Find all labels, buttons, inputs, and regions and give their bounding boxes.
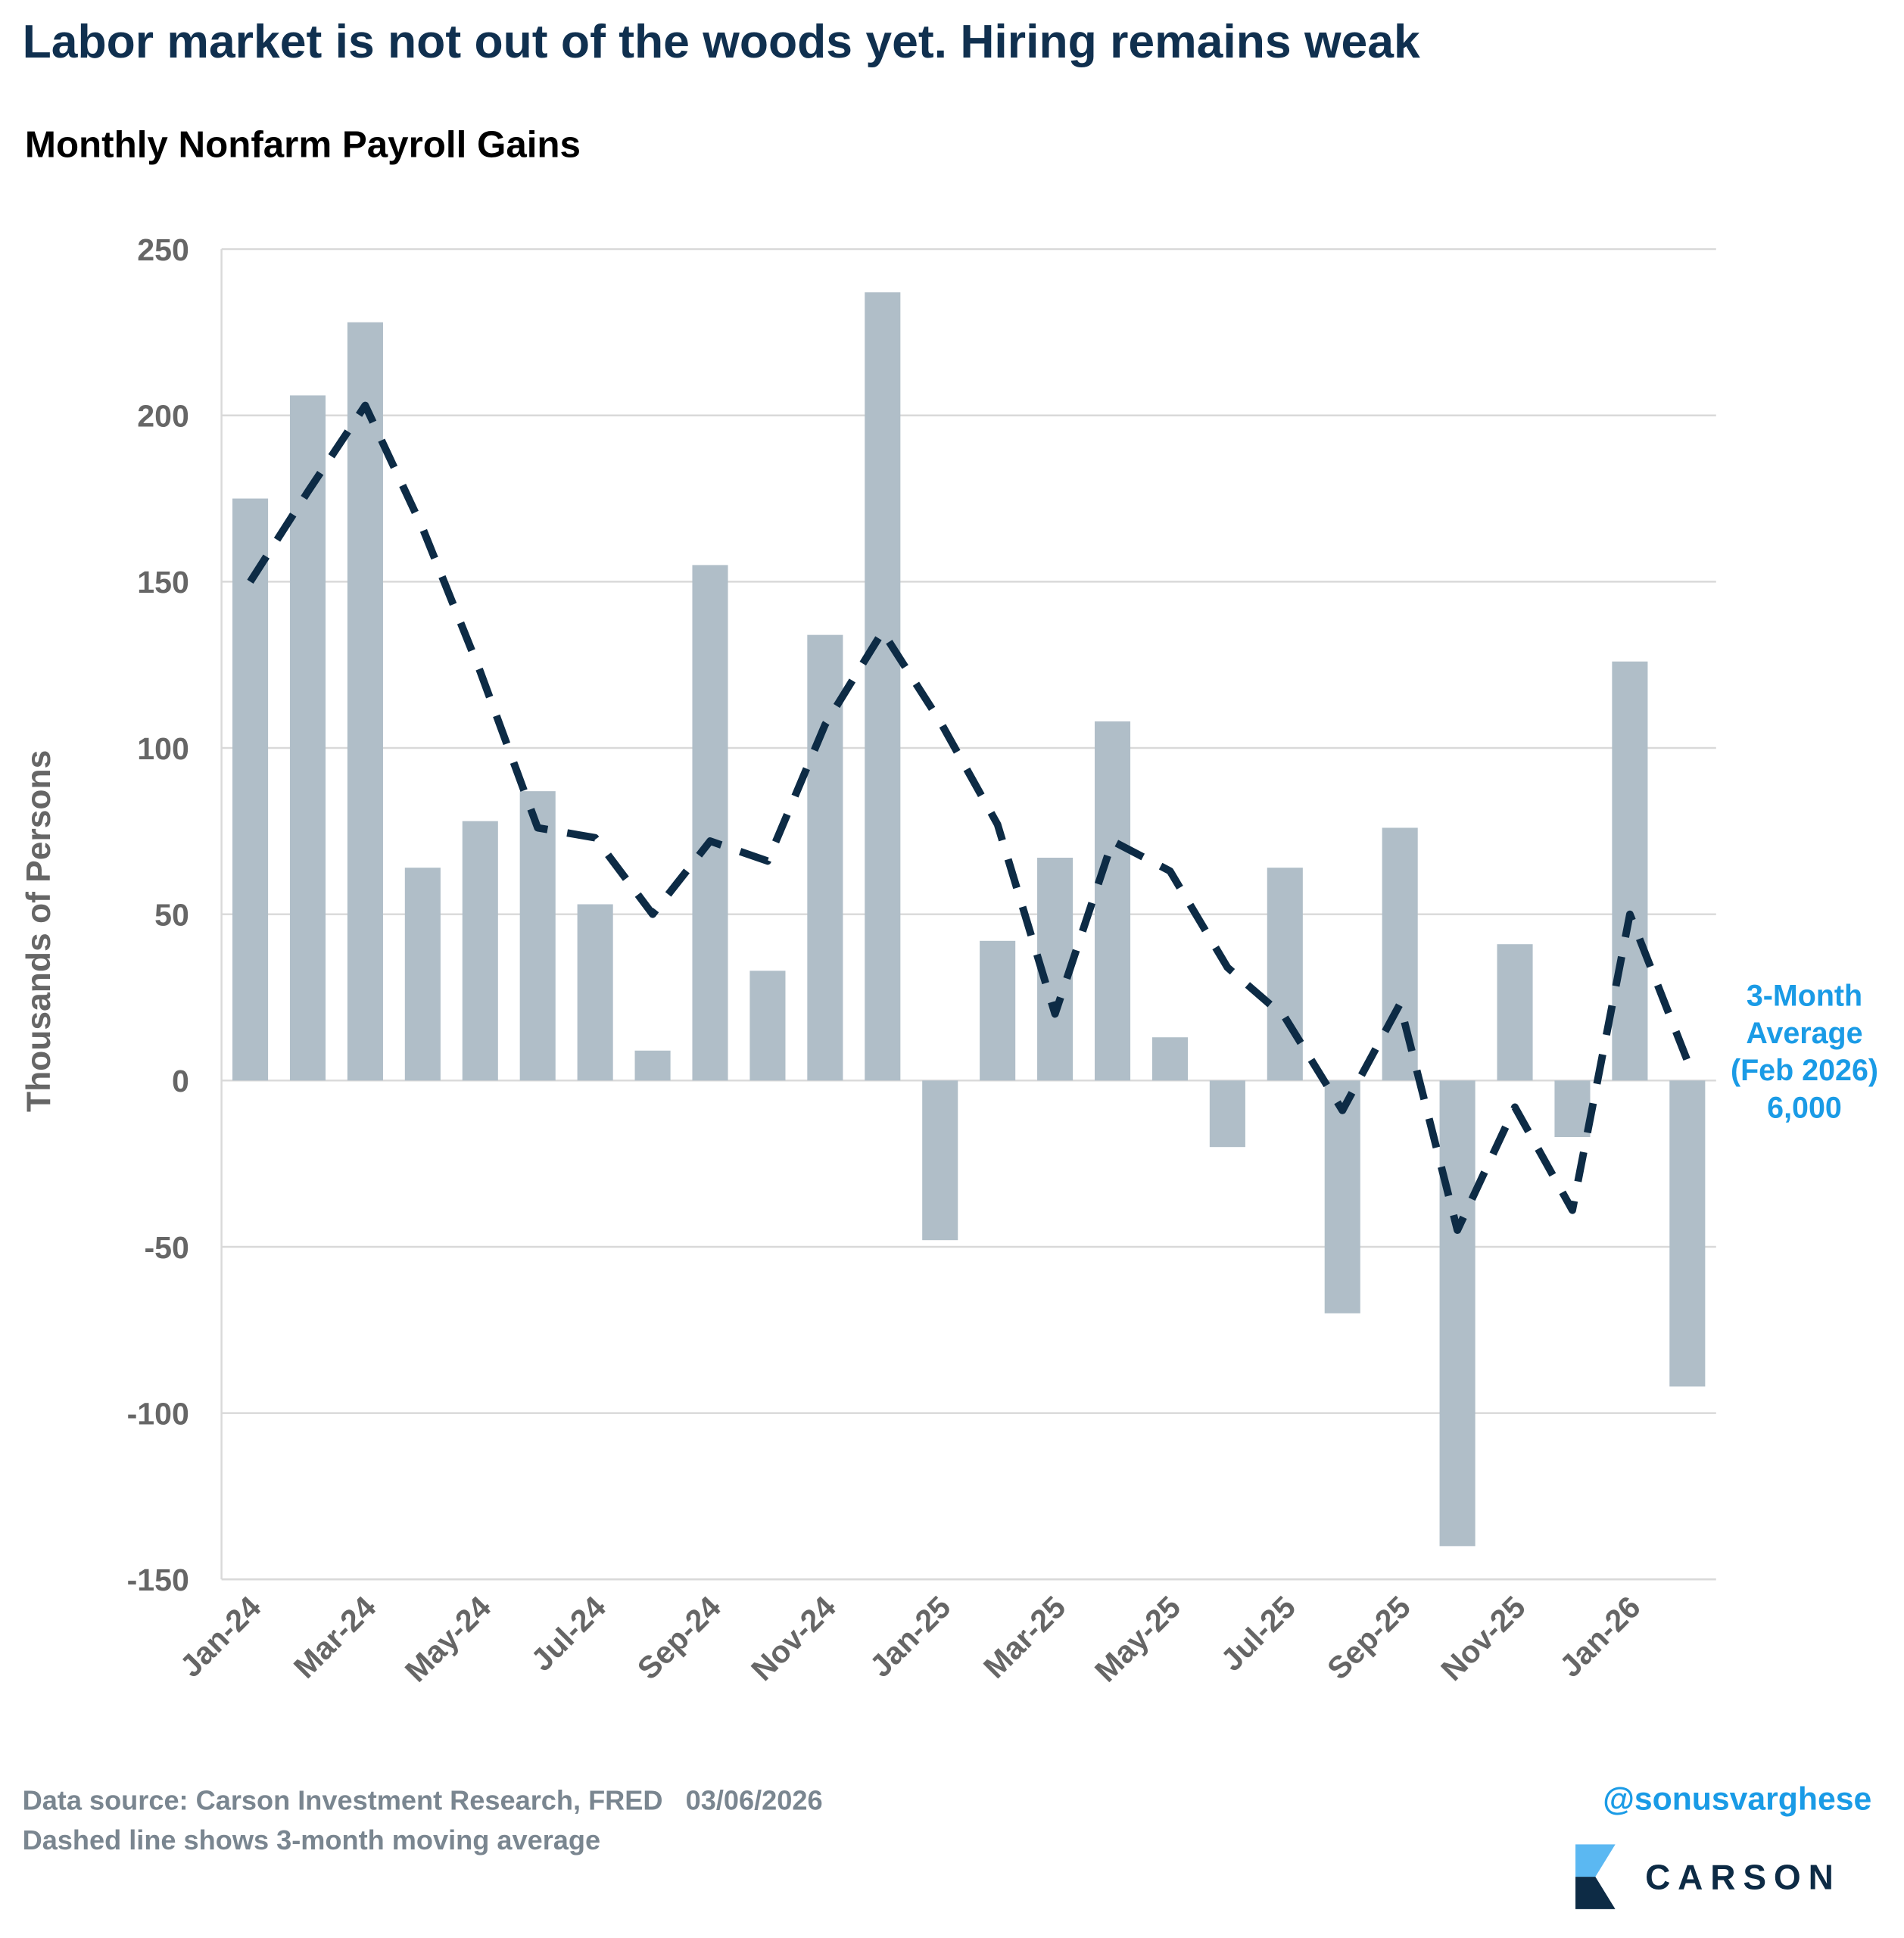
footnote: Data source: Carson Investment Research,…: [23, 1784, 823, 1815]
y-tick-label: 250: [137, 232, 189, 267]
bar: [980, 940, 1016, 1081]
y-axis-title: Thousands of Persons: [20, 750, 58, 1112]
moving-average-line: [247, 401, 1691, 1234]
x-tick-label: Nov-25: [1434, 1590, 1532, 1687]
annotation: 6,000: [1767, 1091, 1842, 1124]
handle: @sonusvarghese: [1603, 1781, 1871, 1817]
x-tick-label: Mar-24: [287, 1589, 382, 1684]
y-tick-label: -50: [144, 1230, 189, 1265]
y-tick-label: 0: [172, 1064, 189, 1098]
bar: [519, 791, 556, 1081]
bar: [232, 498, 269, 1081]
annotation: 3-Month: [1747, 979, 1862, 1012]
bar: [922, 1080, 958, 1241]
x-tick-label: May-24: [398, 1589, 497, 1688]
x-tick-label: Jan-25: [863, 1590, 958, 1684]
chart-title: Labor market is not out of the woods yet…: [23, 15, 1420, 68]
bar: [807, 634, 843, 1081]
brand-name: CARSON: [1645, 1858, 1841, 1897]
x-tick-label: Sep-25: [1320, 1590, 1417, 1687]
bar: [865, 292, 901, 1081]
bar: [462, 821, 498, 1081]
bar: [347, 322, 383, 1081]
annotation: (Feb 2026): [1731, 1054, 1878, 1087]
x-tick-label: Jan-24: [173, 1589, 268, 1684]
bar: [1497, 944, 1533, 1081]
bar: [1439, 1080, 1476, 1547]
logo-shape: [1575, 1877, 1616, 1909]
brand-logo: CARSON: [1575, 1844, 1841, 1909]
y-tick-label: -100: [127, 1396, 189, 1431]
y-tick-label: 50: [154, 897, 189, 932]
bar: [289, 395, 326, 1081]
y-tick-label: -150: [127, 1563, 189, 1597]
footnote: Dashed line shows 3-month moving average: [23, 1824, 600, 1855]
chart-subtitle: Monthly Nonfarm Payroll Gains: [25, 123, 581, 165]
x-tick-label: Mar-25: [977, 1590, 1072, 1685]
bar: [634, 1050, 671, 1081]
bar: [1094, 721, 1131, 1081]
bar: [1209, 1080, 1245, 1148]
x-tick-label: Nov-24: [744, 1589, 842, 1687]
annotation: Average: [1746, 1017, 1862, 1050]
x-tick-label: Jan-26: [1553, 1590, 1647, 1684]
y-tick-label: 200: [137, 399, 189, 434]
bar: [404, 868, 441, 1081]
logo-shape: [1575, 1844, 1616, 1877]
x-tick-label: Jul-24: [524, 1589, 612, 1678]
bar: [1554, 1080, 1591, 1138]
y-tick-label: 100: [137, 731, 189, 766]
bar: [1324, 1080, 1360, 1313]
bar: [577, 904, 613, 1081]
x-tick-label: May-25: [1088, 1590, 1187, 1689]
y-tick-label: 150: [137, 565, 189, 600]
bar: [692, 565, 728, 1081]
x-tick-label: Sep-24: [631, 1589, 728, 1686]
bar: [1267, 868, 1303, 1081]
x-tick-label: Jul-25: [1214, 1590, 1302, 1678]
bar: [1151, 1037, 1188, 1081]
bar: [1612, 661, 1648, 1081]
bar: [1669, 1080, 1706, 1387]
bar: [749, 971, 786, 1081]
